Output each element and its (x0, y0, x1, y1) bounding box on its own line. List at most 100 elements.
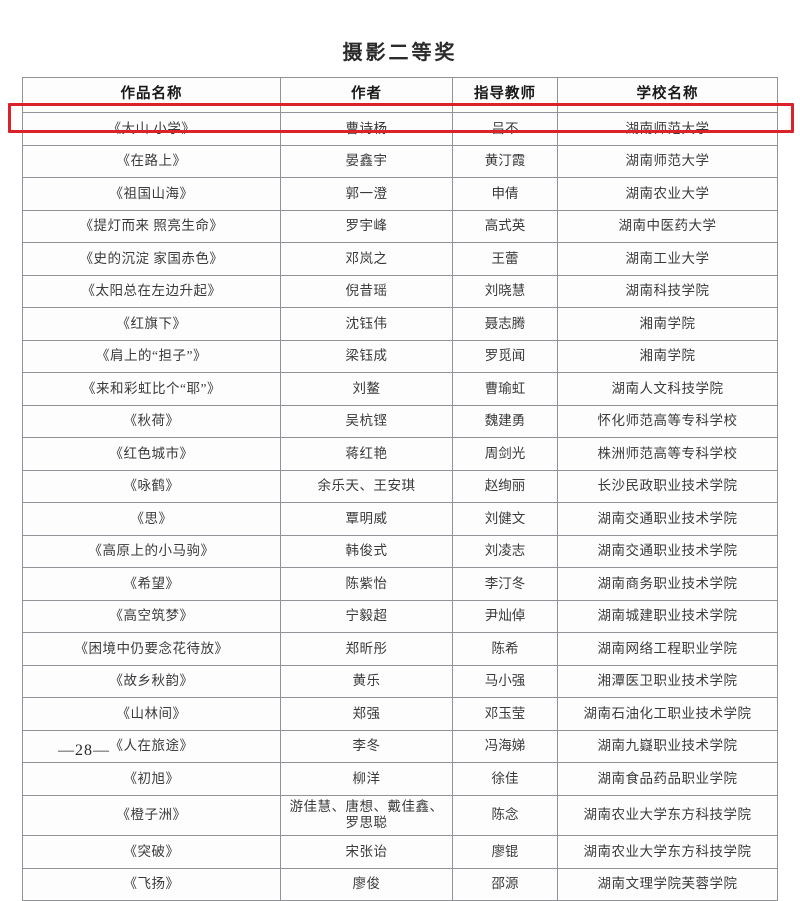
award-title-cell: 《山林间》 (22, 697, 281, 731)
school-cell: 湖南石油化工职业技术学院 (557, 697, 778, 731)
table-row: 《飞扬》 廖俊 邵源 湖南文理学院芙蓉学院 (22, 867, 778, 901)
award-title-cell: 《红旗下》 (22, 307, 281, 341)
school-cell: 湖南文理学院芙蓉学院 (557, 867, 778, 901)
teacher-cell: 陈念 (452, 794, 558, 837)
teacher-cell: 刘凌志 (452, 534, 558, 568)
school-cell: 湖南网络工程职业学院 (557, 632, 778, 666)
author-cell: 陈紫怡 (280, 567, 453, 601)
award-list-table: 作品名称 作者 指导教师 学校名称 《大山 小学》 曹诗杨 吕不 湖南师范大学 《在路上… (22, 77, 778, 901)
school-cell: 湖南交通职业技术学院 (557, 502, 778, 536)
teacher-cell: 刘晓慧 (452, 274, 558, 308)
table-row: 《太阳总在左边升起》 倪昔瑶 刘晓慧 湖南科技学院 (22, 274, 778, 308)
table-row: 《红色城市》 蒋红艳 周剑光 株洲师范高等专科学校 (22, 437, 778, 471)
author-cell: 郑昕彤 (280, 632, 453, 666)
author-cell: 吴杭铿 (280, 404, 453, 438)
author-cell: 柳洋 (280, 762, 453, 796)
school-cell: 湖南农业大学 (557, 177, 778, 211)
award-title-cell: 《在路上》 (22, 144, 281, 178)
award-title-cell: 《太阳总在左边升起》 (22, 274, 281, 308)
school-cell: 湖南师范大学 (557, 144, 778, 178)
award-title-cell: 《高原上的小马驹》 (22, 534, 281, 568)
school-cell: 湖南人文科技学院 (557, 372, 778, 406)
page-title: 摄影二等奖 (342, 42, 458, 64)
school-cell: 长沙民政职业技术学院 (557, 469, 778, 503)
table-row: 《大山 小学》 曹诗杨 吕不 湖南师范大学 (22, 112, 778, 146)
column-header-author: 作者 (280, 77, 453, 113)
teacher-cell: 李汀冬 (452, 567, 558, 601)
table-row: 《山林间》 郑强 邓玉莹 湖南石油化工职业技术学院 (22, 697, 778, 731)
page-number: —28— (58, 742, 110, 759)
table-header: 作品名称 作者 指导教师 学校名称 (22, 77, 778, 113)
author-cell: 郭一澄 (280, 177, 453, 211)
teacher-cell: 徐佳 (452, 762, 558, 796)
table-row: 《困境中仍要念花待放》 郑昕彤 陈希 湖南网络工程职业学院 (22, 632, 778, 666)
award-title-cell: 《秋荷》 (22, 404, 281, 438)
school-cell: 湖南商务职业技术学院 (557, 567, 778, 601)
school-cell: 湘南学院 (557, 307, 778, 341)
author-cell: 曹诗杨 (280, 112, 453, 146)
teacher-cell: 邓玉莹 (452, 697, 558, 731)
school-cell: 湖南科技学院 (557, 274, 778, 308)
school-cell: 湖南九嶷职业技术学院 (557, 729, 778, 763)
document-page: 摄影二等奖 作品名称 作者 指导教师 学校名称 《大山 小学》 曹诗杨 吕不 湖南师范… (8, 42, 794, 901)
table-row: 《在路上》 晏鑫宇 黄汀霞 湖南师范大学 (22, 144, 778, 178)
award-title-cell: 《初旭》 (22, 762, 281, 796)
teacher-cell: 廖锟 (452, 835, 558, 869)
table-row: 《秋荷》 吴杭铿 魏建勇 怀化师范高等专科学校 (22, 404, 778, 438)
award-title-cell: 《故乡秋韵》 (22, 664, 281, 698)
award-title-cell: 《祖国山海》 (22, 177, 281, 211)
school-cell: 湖南食品药品职业学院 (557, 762, 778, 796)
table-row: 《人在旅途》 李冬 冯海娣 湖南九嶷职业技术学院 (22, 729, 778, 763)
table-row: 《突破》 宋张诒 廖锟 湖南农业大学东方科技学院 (22, 835, 778, 869)
award-title-cell: 《橙子洲》 (22, 794, 281, 837)
table-row: 《红旗下》 沈钰伟 聂志腾 湘南学院 (22, 307, 778, 341)
school-cell: 湖南交通职业技术学院 (557, 534, 778, 568)
school-cell: 湖南农业大学东方科技学院 (557, 794, 778, 837)
table-row: 《咏鹤》 余乐天、王安琪 赵绚丽 长沙民政职业技术学院 (22, 469, 778, 503)
table-row: 《橙子洲》 游佳慧、唐想、戴佳鑫、罗思聪 陈念 湖南农业大学东方科技学院 (22, 794, 778, 837)
award-title-cell: 《大山 小学》 (22, 112, 281, 146)
school-cell: 湖南中医药大学 (557, 209, 778, 243)
teacher-cell: 周剑光 (452, 437, 558, 471)
teacher-cell: 黄汀霞 (452, 144, 558, 178)
column-header-teacher: 指导教师 (452, 77, 558, 113)
award-title-cell: 《提灯而来 照亮生命》 (22, 209, 281, 243)
school-cell: 湖南城建职业技术学院 (557, 599, 778, 633)
author-cell: 李冬 (280, 729, 453, 763)
school-cell: 株洲师范高等专科学校 (557, 437, 778, 471)
award-title-cell: 《高空筑梦》 (22, 599, 281, 633)
award-title-cell: 《咏鹤》 (22, 469, 281, 503)
teacher-cell: 曹瑜虹 (452, 372, 558, 406)
teacher-cell: 聂志腾 (452, 307, 558, 341)
column-header-title: 作品名称 (22, 77, 281, 113)
author-cell: 覃明威 (280, 502, 453, 536)
school-cell: 怀化师范高等专科学校 (557, 404, 778, 438)
author-cell: 刘鳌 (280, 372, 453, 406)
teacher-cell: 尹灿倬 (452, 599, 558, 633)
author-cell: 邓岚之 (280, 242, 453, 276)
school-cell: 湖南师范大学 (557, 112, 778, 146)
author-cell: 宋张诒 (280, 835, 453, 869)
author-cell: 黄乐 (280, 664, 453, 698)
author-cell: 罗宇峰 (280, 209, 453, 243)
award-title-cell: 《人在旅途》 (22, 729, 281, 763)
author-cell: 沈钰伟 (280, 307, 453, 341)
teacher-cell: 冯海娣 (452, 729, 558, 763)
table-row: 《祖国山海》 郭一澄 申倩 湖南农业大学 (22, 177, 778, 211)
table-row: 《初旭》 柳洋 徐佳 湖南食品药品职业学院 (22, 762, 778, 796)
author-cell: 宁毅超 (280, 599, 453, 633)
teacher-cell: 马小强 (452, 664, 558, 698)
award-title-cell: 《希望》 (22, 567, 281, 601)
school-cell: 湘潭医卫职业技术学院 (557, 664, 778, 698)
table-row: 《希望》 陈紫怡 李汀冬 湖南商务职业技术学院 (22, 567, 778, 601)
author-cell: 余乐天、王安琪 (280, 469, 453, 503)
teacher-cell: 魏建勇 (452, 404, 558, 438)
teacher-cell: 赵绚丽 (452, 469, 558, 503)
school-cell: 湖南工业大学 (557, 242, 778, 276)
teacher-cell: 吕不 (452, 112, 558, 146)
author-cell: 梁钰成 (280, 339, 453, 373)
table-row: 《思》 覃明威 刘健文 湖南交通职业技术学院 (22, 502, 778, 536)
teacher-cell: 高式英 (452, 209, 558, 243)
teacher-cell: 王蕾 (452, 242, 558, 276)
table-body: 《大山 小学》 曹诗杨 吕不 湖南师范大学 《在路上》 晏鑫宇 黄汀霞 湖南师范大学 《祖国山海… (22, 112, 778, 901)
